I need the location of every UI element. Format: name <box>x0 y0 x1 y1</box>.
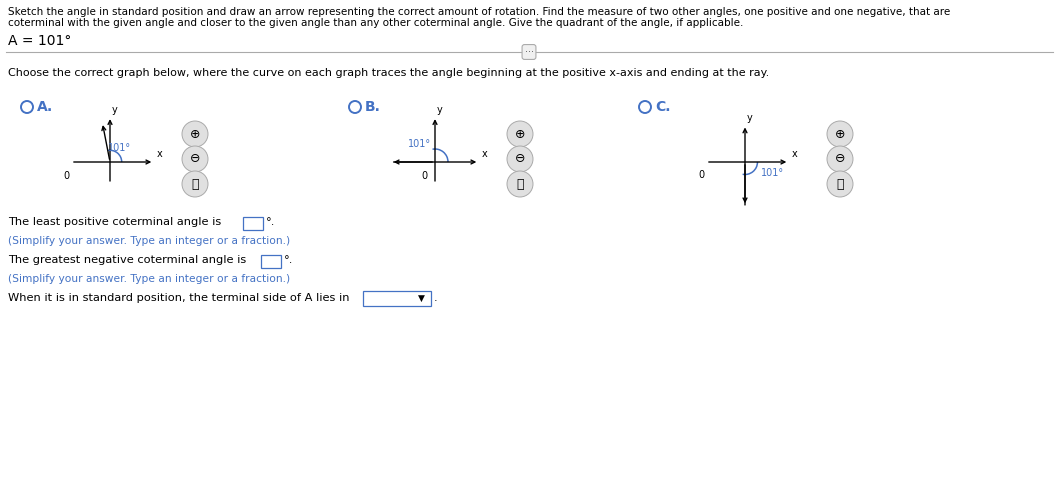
Text: ⧉: ⧉ <box>192 178 199 190</box>
Text: °.: °. <box>266 217 275 227</box>
Text: °.: °. <box>284 255 293 265</box>
Text: (Simplify your answer. Type an integer or a fraction.): (Simplify your answer. Type an integer o… <box>8 274 290 284</box>
Circle shape <box>827 171 852 197</box>
Circle shape <box>507 146 533 172</box>
Circle shape <box>827 146 852 172</box>
Text: y: y <box>112 105 118 115</box>
Text: ⊖: ⊖ <box>834 153 845 165</box>
Text: x: x <box>482 149 487 159</box>
Circle shape <box>182 171 208 197</box>
Text: ⧉: ⧉ <box>837 178 844 190</box>
Text: A.: A. <box>37 100 53 114</box>
Text: The least positive coterminal angle is: The least positive coterminal angle is <box>8 217 225 227</box>
Text: ⊕: ⊕ <box>190 127 200 141</box>
Circle shape <box>507 121 533 147</box>
Bar <box>243 217 263 230</box>
Circle shape <box>507 171 533 197</box>
Bar <box>261 255 281 268</box>
Text: ⊖: ⊖ <box>190 153 200 165</box>
Text: 0: 0 <box>420 171 427 181</box>
Text: 101°: 101° <box>408 139 431 149</box>
Text: (Simplify your answer. Type an integer or a fraction.): (Simplify your answer. Type an integer o… <box>8 236 290 246</box>
Text: y: y <box>747 113 753 123</box>
Text: ⊕: ⊕ <box>834 127 845 141</box>
Text: ▼: ▼ <box>417 294 425 303</box>
Circle shape <box>182 121 208 147</box>
Text: .: . <box>434 293 437 303</box>
Text: ···: ··· <box>524 47 534 57</box>
Text: When it is in standard position, the terminal side of A lies in: When it is in standard position, the ter… <box>8 293 353 303</box>
Text: A = 101°: A = 101° <box>8 34 71 48</box>
Text: C.: C. <box>656 100 670 114</box>
Text: ⊖: ⊖ <box>515 153 525 165</box>
Circle shape <box>827 121 852 147</box>
Text: ⊕: ⊕ <box>515 127 525 141</box>
Text: coterminal with the given angle and closer to the given angle than any other cot: coterminal with the given angle and clos… <box>8 18 743 28</box>
Text: 101°: 101° <box>108 143 131 153</box>
Bar <box>363 291 431 306</box>
Text: x: x <box>157 149 162 159</box>
Text: x: x <box>792 149 797 159</box>
Text: 0: 0 <box>64 171 70 181</box>
Text: 101°: 101° <box>760 168 784 179</box>
Text: B.: B. <box>365 100 381 114</box>
Text: Sketch the angle in standard position and draw an arrow representing the correct: Sketch the angle in standard position an… <box>8 7 950 17</box>
Text: y: y <box>437 105 443 115</box>
Text: Choose the correct graph below, where the curve on each graph traces the angle b: Choose the correct graph below, where th… <box>8 68 769 78</box>
Text: 0: 0 <box>698 170 704 180</box>
Circle shape <box>182 146 208 172</box>
Text: The greatest negative coterminal angle is: The greatest negative coterminal angle i… <box>8 255 250 265</box>
Text: ⧉: ⧉ <box>516 178 524 190</box>
